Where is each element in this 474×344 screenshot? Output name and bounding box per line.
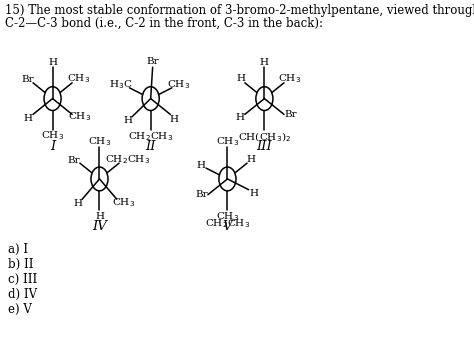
Text: H: H [169,115,178,124]
Text: H: H [48,57,57,67]
Circle shape [142,87,159,110]
Text: CH$_3$: CH$_3$ [167,78,191,91]
Text: V: V [223,221,232,234]
Circle shape [91,167,108,191]
Text: III: III [256,140,272,153]
Text: a) I: a) I [9,244,28,256]
Text: e) V: e) V [9,303,32,316]
Text: H: H [260,57,269,67]
Text: CH$_3$: CH$_3$ [111,196,135,208]
Text: CH$_3$: CH$_3$ [88,135,111,148]
Circle shape [256,87,273,110]
Text: H$_3$C: H$_3$C [109,78,133,91]
Text: b) II: b) II [9,258,34,271]
Text: H: H [249,189,258,198]
Text: CH$_3$: CH$_3$ [67,73,90,85]
Text: H: H [236,113,245,122]
Text: CH$_2$CH$_3$: CH$_2$CH$_3$ [205,217,250,230]
Text: CH$_3$: CH$_3$ [278,73,301,85]
Text: CH$_3$: CH$_3$ [68,110,91,123]
Text: IV: IV [92,221,107,234]
Text: H: H [236,74,245,83]
Circle shape [44,87,61,110]
Text: H: H [123,116,132,125]
Text: Br: Br [21,75,34,84]
Text: CH(CH$_3$)$_2$: CH(CH$_3$)$_2$ [238,130,291,144]
Text: CH$_2$CH$_3$: CH$_2$CH$_3$ [105,153,150,165]
Circle shape [219,167,236,191]
Text: d) IV: d) IV [9,288,37,301]
Text: H: H [24,114,33,123]
Text: CH$_3$: CH$_3$ [216,210,239,223]
Text: Br: Br [146,57,159,66]
Text: II: II [146,140,156,153]
Text: I: I [50,140,55,153]
Text: Br: Br [195,190,208,199]
Text: CH$_3$: CH$_3$ [41,130,64,142]
Text: H: H [95,212,104,221]
Text: C-2—C-3 bond (i.e., C-2 in the front, C-3 in the back):: C-2—C-3 bond (i.e., C-2 in the front, C-… [5,16,323,29]
Text: Br: Br [68,156,81,165]
Text: CH$_2$CH$_3$: CH$_2$CH$_3$ [128,131,173,143]
Text: CH$_3$: CH$_3$ [216,135,239,148]
Text: H: H [197,161,206,170]
Text: Br: Br [284,110,297,119]
Text: H: H [73,199,82,208]
Text: H: H [246,155,255,164]
Text: c) III: c) III [9,273,38,286]
Text: 15) The most stable conformation of 3-bromo-2-methylpentane, viewed through the: 15) The most stable conformation of 3-br… [5,4,474,17]
